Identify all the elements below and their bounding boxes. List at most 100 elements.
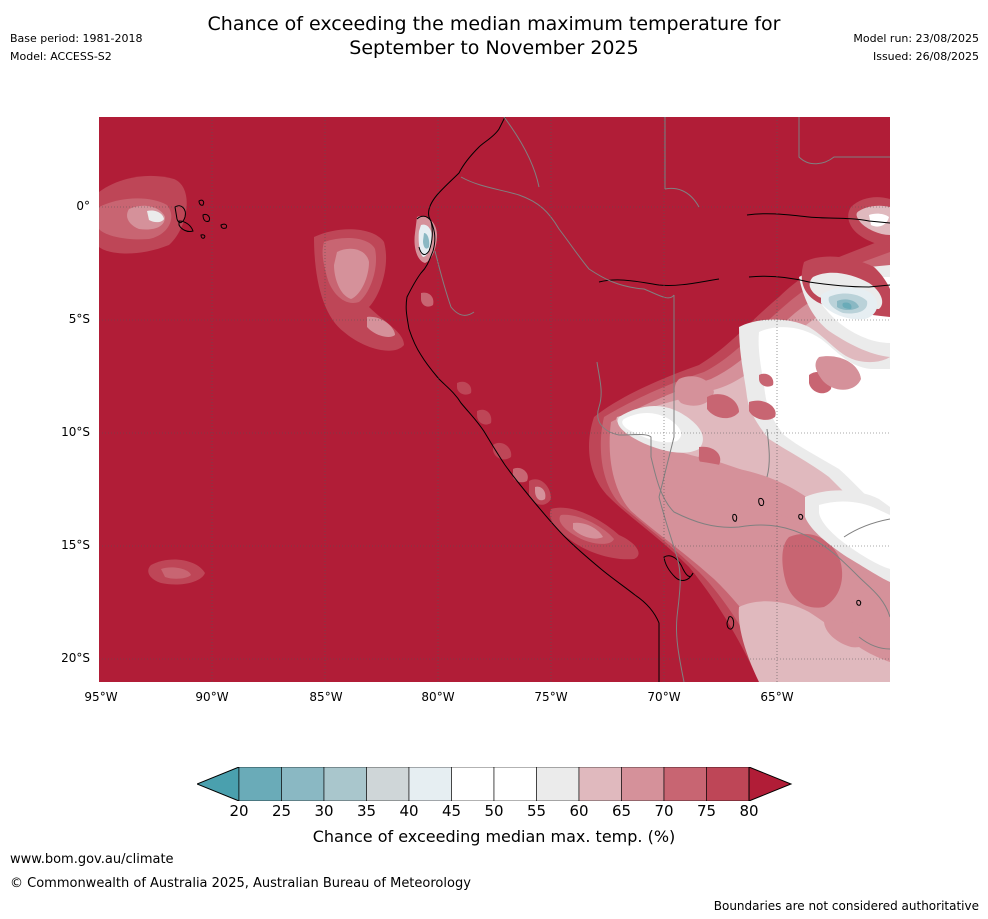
coastline <box>726 616 735 630</box>
offshore-anomaly-1 <box>314 229 404 351</box>
colorbar-tick-label: 80 <box>739 802 759 820</box>
coastline <box>598 278 720 286</box>
country-border <box>766 428 770 478</box>
country-border <box>798 117 890 165</box>
offshore-anomaly-2 <box>148 559 205 585</box>
colorbar <box>195 766 793 805</box>
contour-70 <box>421 292 434 307</box>
coastline <box>758 498 765 506</box>
contour-50 <box>622 413 682 443</box>
colorbar-swatch <box>366 766 410 802</box>
contour-50 <box>819 501 890 569</box>
contour-70 <box>512 467 528 483</box>
title-line-2: September to November 2025 <box>349 37 639 59</box>
contour-25 <box>842 302 852 309</box>
coastline <box>174 205 186 224</box>
contour-65 <box>573 522 603 539</box>
contour-65 <box>367 316 395 338</box>
northeast-anomaly <box>801 197 890 320</box>
country-border <box>596 361 890 618</box>
coastline <box>746 213 890 224</box>
model-text: Model: ACCESS-S2 <box>10 50 112 63</box>
colorbar-swatch <box>493 766 537 802</box>
contour-50 <box>869 213 889 227</box>
model-run-text: Model run: 23/08/2025 <box>853 32 979 45</box>
map-title: Chance of exceeding the median maximum t… <box>0 12 988 60</box>
lon-label-80w: 80°W <box>421 690 455 704</box>
contour-75 <box>493 442 512 460</box>
lat-label-0: 0° <box>76 199 90 213</box>
footer-url: www.bom.gov.au/climate <box>10 852 174 867</box>
galapagos-anomaly <box>99 175 187 254</box>
coastline <box>200 234 206 239</box>
base-period-text: Base period: 1981-2018 <box>10 32 143 45</box>
coastline <box>178 220 194 232</box>
colorbar-tick-label: 25 <box>271 802 292 820</box>
lat-label-15s: 15°S <box>61 538 90 552</box>
lat-label-20s: 20°S <box>61 651 90 665</box>
coastline <box>220 223 228 229</box>
colorbar-swatch <box>536 766 580 802</box>
colorbar-swatch <box>281 766 325 802</box>
interior-water <box>726 498 862 630</box>
contour-70 <box>782 533 843 608</box>
contour-65 <box>535 486 546 501</box>
title-line-1: Chance of exceeding the median maximum t… <box>207 13 781 35</box>
colorbar-swatch <box>706 766 750 802</box>
coastline <box>856 599 862 606</box>
contour-75 <box>457 381 472 395</box>
lon-label-70w: 70°W <box>647 690 681 704</box>
colorbar-tick-label: 20 <box>229 802 249 820</box>
coastline <box>405 117 660 682</box>
map-svg <box>99 117 890 682</box>
contour-65 <box>824 620 871 648</box>
colorbar-title: Chance of exceeding median max. temp. (%… <box>312 827 676 846</box>
galapagos-islands <box>174 199 228 239</box>
coastline <box>732 513 738 522</box>
colorbar-swatch <box>621 766 665 802</box>
contour-65 <box>674 376 714 406</box>
colorbar-tick-label: 75 <box>696 802 717 820</box>
colorbar-swatch <box>451 766 495 802</box>
colorbar-swatch <box>323 766 367 802</box>
country-border <box>434 250 475 316</box>
footer-copyright: © Commonwealth of Australia 2025, Austra… <box>10 876 471 891</box>
metadata-left: Base period: 1981-2018 Model: ACCESS-S2 <box>10 30 142 66</box>
country-border <box>843 518 890 538</box>
colorbar-tick-label: 40 <box>399 802 419 820</box>
coastal-anomalies <box>457 381 639 560</box>
contour-70 <box>759 373 774 387</box>
country-border <box>460 176 675 299</box>
coastlines <box>405 117 890 682</box>
forecast-map <box>99 117 890 682</box>
colorbar-tick-label: 65 <box>611 802 632 820</box>
country-border <box>658 496 685 682</box>
contour-65 <box>657 459 824 524</box>
colorbar-high-arrow <box>748 766 793 802</box>
country-border <box>503 117 540 188</box>
colorbar-tick-label: 70 <box>654 802 674 820</box>
contour-70 <box>161 567 191 579</box>
coastline <box>416 215 433 255</box>
colorbar-swatch <box>408 766 452 802</box>
contour-70 <box>707 394 739 419</box>
lon-label-95w: 95°W <box>84 690 118 704</box>
amazon-anomaly <box>589 237 890 682</box>
colorbar-low-arrow <box>195 766 240 802</box>
colorbar-tick-label: 50 <box>484 802 504 820</box>
contour-65 <box>334 248 369 299</box>
lat-label-5s: 5°S <box>68 312 90 326</box>
contour-60 <box>738 601 890 682</box>
coastline <box>202 214 210 222</box>
graticule <box>99 117 890 682</box>
contour-35 <box>423 233 430 249</box>
country-border <box>664 187 700 208</box>
lon-label-90w: 90°W <box>195 690 229 704</box>
contour-55 <box>147 210 164 223</box>
lon-label-65w: 65°W <box>760 690 794 704</box>
coastline <box>198 199 205 206</box>
colorbar-tick-label: 35 <box>356 802 377 820</box>
coastline <box>798 513 804 520</box>
lon-label-75w: 75°W <box>534 690 568 704</box>
colorbar-swatch <box>663 766 707 802</box>
